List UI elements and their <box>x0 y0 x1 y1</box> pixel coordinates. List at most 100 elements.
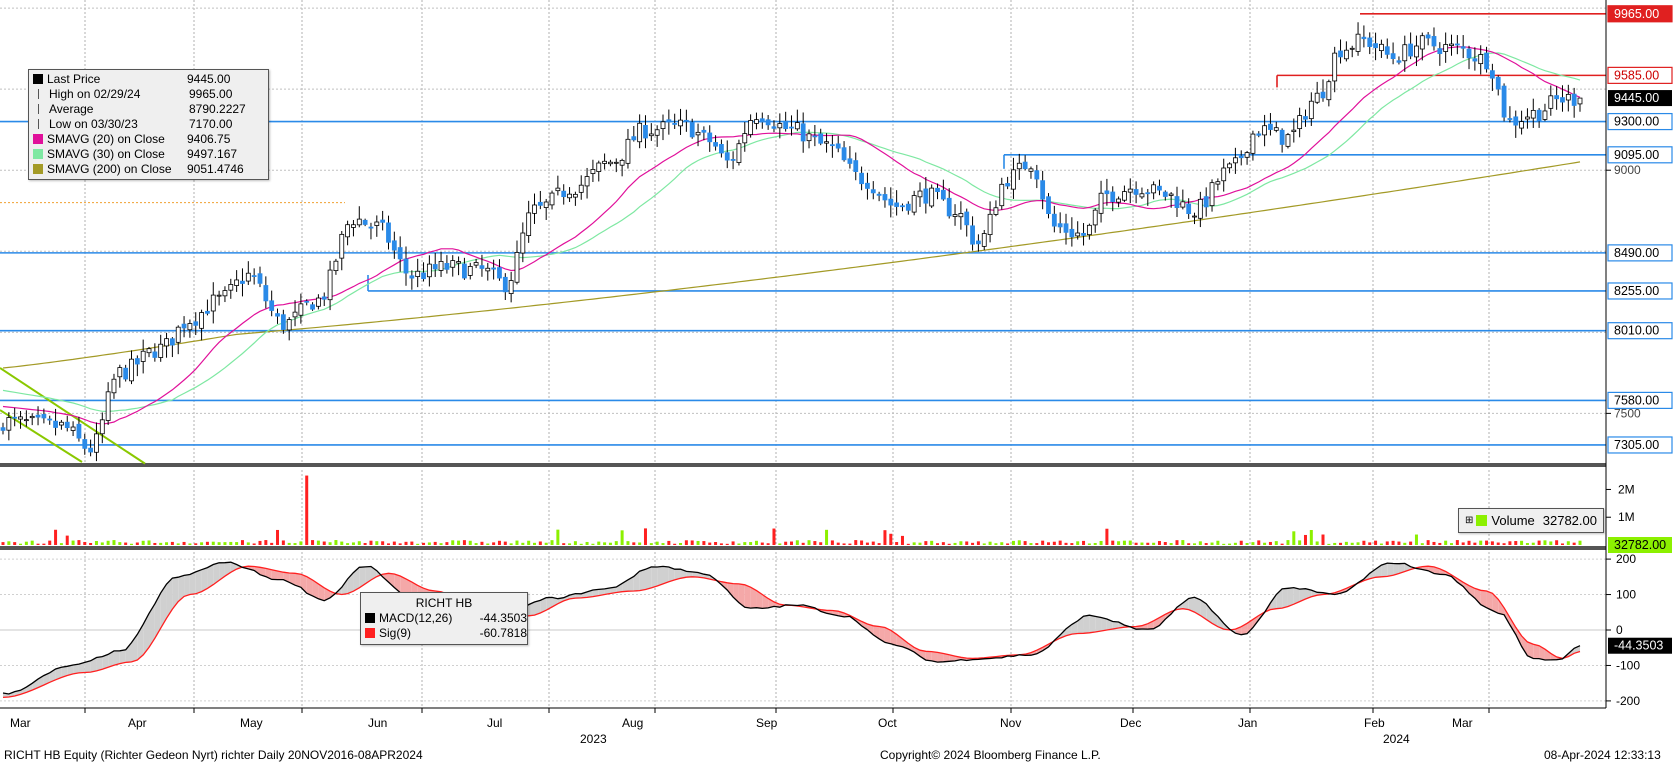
volume-bar <box>591 543 595 545</box>
macd-fill <box>201 567 208 592</box>
candle-body-up <box>1314 92 1320 103</box>
candle <box>806 129 812 149</box>
volume-bar <box>141 540 145 545</box>
candle-body-up <box>678 119 683 127</box>
candle-body-down <box>421 272 426 280</box>
candle-body-down <box>304 300 310 303</box>
candle-body-up <box>164 338 169 347</box>
macd-fill <box>1457 578 1464 587</box>
volume-bar <box>930 540 934 545</box>
volume-bar <box>328 542 332 545</box>
candle <box>234 270 240 292</box>
candle <box>1560 85 1565 112</box>
candle-body-up <box>1419 35 1425 50</box>
candle-body-up <box>1250 133 1256 154</box>
volume-bar <box>971 542 975 545</box>
candle-body-up <box>1122 191 1127 201</box>
volume-bar <box>982 543 986 545</box>
candle-body-down <box>1501 85 1507 118</box>
volume-bar <box>1064 542 1068 545</box>
volume-bar <box>1041 540 1045 545</box>
candle <box>321 292 327 307</box>
candle-body-down <box>1186 203 1192 215</box>
volume-bar <box>1525 543 1529 545</box>
candle <box>812 125 818 147</box>
candle <box>824 133 829 153</box>
macd-fill <box>259 567 266 577</box>
macd-fill <box>528 602 535 616</box>
macd-fill <box>382 573 389 583</box>
candle <box>140 339 146 374</box>
volume-bar <box>533 542 537 545</box>
candle-body-down <box>1560 97 1565 103</box>
volume-bar <box>813 541 817 545</box>
candle-body-down <box>666 119 672 123</box>
volume-bar <box>1052 541 1056 545</box>
volume-bar <box>1520 540 1524 545</box>
candle <box>1279 128 1285 153</box>
candle-body-up <box>1355 33 1361 52</box>
candle <box>391 231 397 259</box>
candle-body-down <box>1571 93 1577 106</box>
candle <box>625 128 631 169</box>
candle <box>958 201 964 230</box>
candle <box>865 172 870 200</box>
volume-bar <box>614 541 618 545</box>
volume-bar <box>1000 542 1004 545</box>
candle <box>1232 147 1238 174</box>
candle-body-up <box>415 270 421 277</box>
volume-bar <box>1216 540 1220 545</box>
month-label: Oct <box>878 716 897 730</box>
panel-separator[interactable] <box>0 546 1606 550</box>
volume-expand-icon[interactable]: ⊞ <box>1465 515 1474 526</box>
volume-bar <box>790 541 793 545</box>
candle <box>12 407 18 427</box>
volume-bar <box>1093 542 1097 545</box>
volume-bar <box>1280 543 1284 545</box>
candle <box>152 343 158 362</box>
volume-bar <box>1379 543 1383 545</box>
candle <box>736 139 742 166</box>
level-tag-label: 8255.00 <box>1614 284 1659 298</box>
candle-body-down <box>1040 180 1046 200</box>
candle <box>345 220 351 246</box>
macd-fill <box>1147 620 1154 630</box>
volume-swatch <box>1476 515 1488 526</box>
panel-separator[interactable] <box>0 463 1606 467</box>
candle <box>987 201 993 243</box>
candle <box>894 190 900 216</box>
volume-tick-label: 2M <box>1618 482 1635 496</box>
volume-bar <box>1362 540 1366 545</box>
candle <box>432 252 438 277</box>
volume-bar <box>1239 540 1243 545</box>
candle <box>1081 223 1086 246</box>
macd-fill <box>1498 599 1505 615</box>
candle-body-down <box>853 160 859 172</box>
candle-body-down <box>1390 53 1396 60</box>
macd-fill <box>1509 617 1516 635</box>
candle <box>222 286 228 303</box>
macd-fill <box>1212 610 1218 627</box>
volume-bar <box>1333 542 1337 545</box>
candle <box>940 179 946 201</box>
macd-fill <box>1369 569 1376 579</box>
candle-body-down <box>257 273 263 284</box>
macd-fill <box>1200 599 1207 620</box>
candle-body-up <box>210 294 216 312</box>
candle <box>666 109 672 135</box>
volume-bar <box>89 542 93 545</box>
macd-last-label: -44.3503 <box>1614 639 1663 653</box>
macd-fill <box>400 576 407 596</box>
macd-fill <box>627 576 634 592</box>
candle-body-down <box>976 240 981 245</box>
black-square-icon <box>33 74 43 84</box>
candle-body-down <box>1495 76 1501 90</box>
macd-fill <box>884 627 891 644</box>
candle <box>602 153 607 170</box>
volume-bar <box>1339 542 1343 545</box>
volume-bar <box>912 542 916 545</box>
volume-bar <box>684 540 688 545</box>
macd-fill <box>674 569 681 580</box>
candle <box>613 158 619 173</box>
macd-fill <box>1428 566 1434 574</box>
